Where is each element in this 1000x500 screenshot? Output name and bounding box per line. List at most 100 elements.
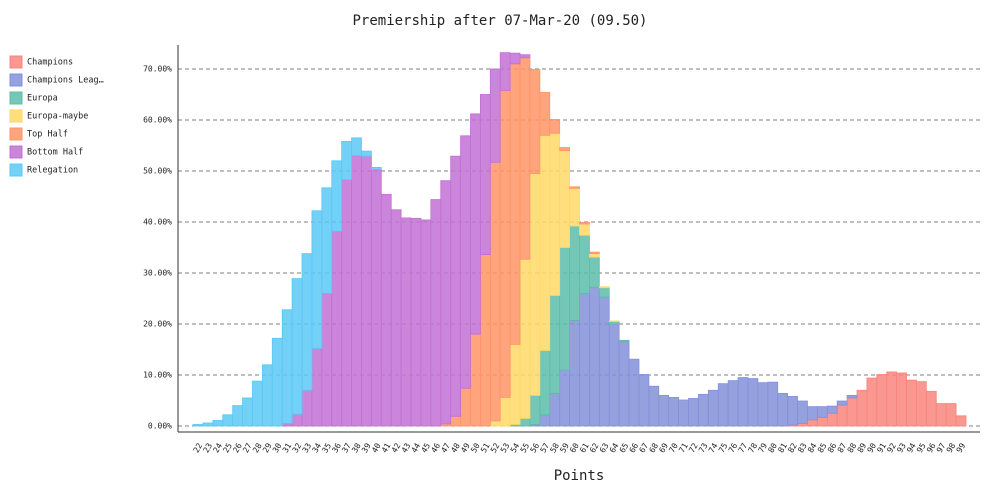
x-tick-label: 70: [667, 441, 680, 454]
legend-label: Europa-maybe: [27, 112, 88, 122]
x-tick-label: 36: [330, 441, 343, 454]
bar-segment: [618, 340, 630, 427]
x-tick-label: 63: [598, 441, 611, 454]
x-tick-label: 45: [420, 441, 433, 454]
bar-segment: [777, 392, 789, 427]
x-tick-label: 90: [866, 441, 879, 454]
bar-segment: [242, 397, 253, 427]
bar-segment: [569, 186, 580, 189]
bar-segment: [589, 251, 600, 255]
x-tick-label: 54: [509, 441, 522, 454]
x-tick-label: 27: [241, 441, 254, 454]
bar-segment: [509, 52, 521, 65]
x-tick-label: 82: [786, 441, 799, 454]
bar-segment: [668, 397, 680, 427]
legend-label: Top Half: [27, 130, 68, 140]
bar-segment: [688, 398, 699, 427]
x-tick-label: 91: [875, 441, 888, 454]
x-tick-label: 80: [766, 441, 779, 454]
bar-segment: [767, 381, 779, 427]
x-tick-label: 84: [806, 441, 819, 454]
bar-segment: [321, 187, 333, 294]
bar-segment: [856, 389, 868, 427]
bar-segment: [460, 135, 471, 389]
x-tick-label: 33: [301, 441, 314, 454]
bar-segment: [281, 309, 293, 424]
bar-segment: [598, 296, 610, 427]
legend-label: Europa: [27, 94, 58, 104]
bar-segment: [470, 113, 481, 335]
bar-segment: [866, 377, 878, 427]
bar-segment: [440, 180, 452, 425]
bar-segment: [846, 394, 858, 399]
bar-segment: [222, 414, 234, 427]
bar-segment: [886, 371, 898, 427]
x-tick-label: 93: [895, 441, 908, 454]
bar-segment: [598, 287, 610, 298]
bar-segment: [787, 396, 798, 426]
bar-segment: [311, 210, 323, 349]
x-tick-label: 22: [192, 441, 205, 454]
bar-segment: [311, 348, 323, 427]
x-tick-label: 69: [657, 441, 670, 454]
bar-segment: [846, 397, 858, 427]
bar-segment: [797, 400, 808, 424]
x-tick-label: 56: [529, 441, 542, 454]
x-tick-label: 59: [558, 441, 571, 454]
legend-label: Relegation: [27, 166, 78, 176]
bar-segment: [598, 286, 610, 289]
bar-segment: [261, 364, 273, 427]
bar-segment: [499, 397, 511, 427]
x-tick-label: 35: [320, 441, 333, 454]
legend-swatch: [9, 73, 23, 87]
bar-segment: [559, 150, 570, 248]
bar-segment: [489, 420, 501, 427]
bar-segment: [321, 292, 333, 427]
bar-segment: [529, 69, 541, 174]
y-tick-label: 40.00%: [143, 217, 172, 226]
bar-segment: [569, 225, 580, 321]
bar-segment: [489, 161, 501, 422]
bar-segment: [618, 339, 630, 342]
legend-label: Bottom Half: [27, 148, 83, 158]
bar-segment: [519, 417, 531, 427]
x-tick-label: 66: [628, 441, 641, 454]
x-axis-label: Points: [554, 468, 605, 484]
x-tick-label: 68: [648, 441, 661, 454]
bar-segment: [450, 415, 461, 427]
bar-segment: [589, 256, 600, 288]
bar-segment: [579, 223, 590, 236]
legend-swatch: [9, 109, 23, 123]
x-tick-label: 97: [935, 441, 948, 454]
x-tick-label: 85: [816, 441, 829, 454]
x-tick-label: 52: [489, 441, 502, 454]
bar-segment: [202, 422, 214, 427]
y-tick-label: 20.00%: [143, 319, 172, 328]
bar-segment: [807, 406, 818, 421]
legend-swatch: [9, 127, 23, 141]
y-tick-label: 60.00%: [143, 115, 172, 124]
x-tick-label: 42: [390, 441, 403, 454]
bar-segment: [450, 155, 461, 417]
x-tick-label: 48: [449, 441, 462, 454]
x-tick-label: 96: [925, 441, 938, 454]
bar-segment: [341, 140, 352, 181]
bar-segment: [252, 380, 263, 427]
bar-segment: [826, 405, 838, 414]
x-tick-label: 51: [479, 441, 492, 454]
x-tick-label: 78: [747, 441, 760, 454]
x-tick-label: 95: [915, 441, 928, 454]
bar-segment: [341, 179, 352, 427]
bar-segment: [370, 167, 382, 170]
bar-segment: [301, 389, 313, 427]
bar-segment: [460, 387, 471, 427]
y-tick-label: 70.00%: [143, 64, 172, 73]
x-tick-label: 37: [340, 441, 353, 454]
y-tick-label: 10.00%: [143, 370, 172, 379]
x-tick-label: 88: [846, 441, 859, 454]
x-tick-label: 44: [410, 441, 423, 454]
bar-segment: [579, 292, 590, 427]
bar-segment: [549, 392, 561, 427]
x-tick-label: 92: [885, 441, 898, 454]
